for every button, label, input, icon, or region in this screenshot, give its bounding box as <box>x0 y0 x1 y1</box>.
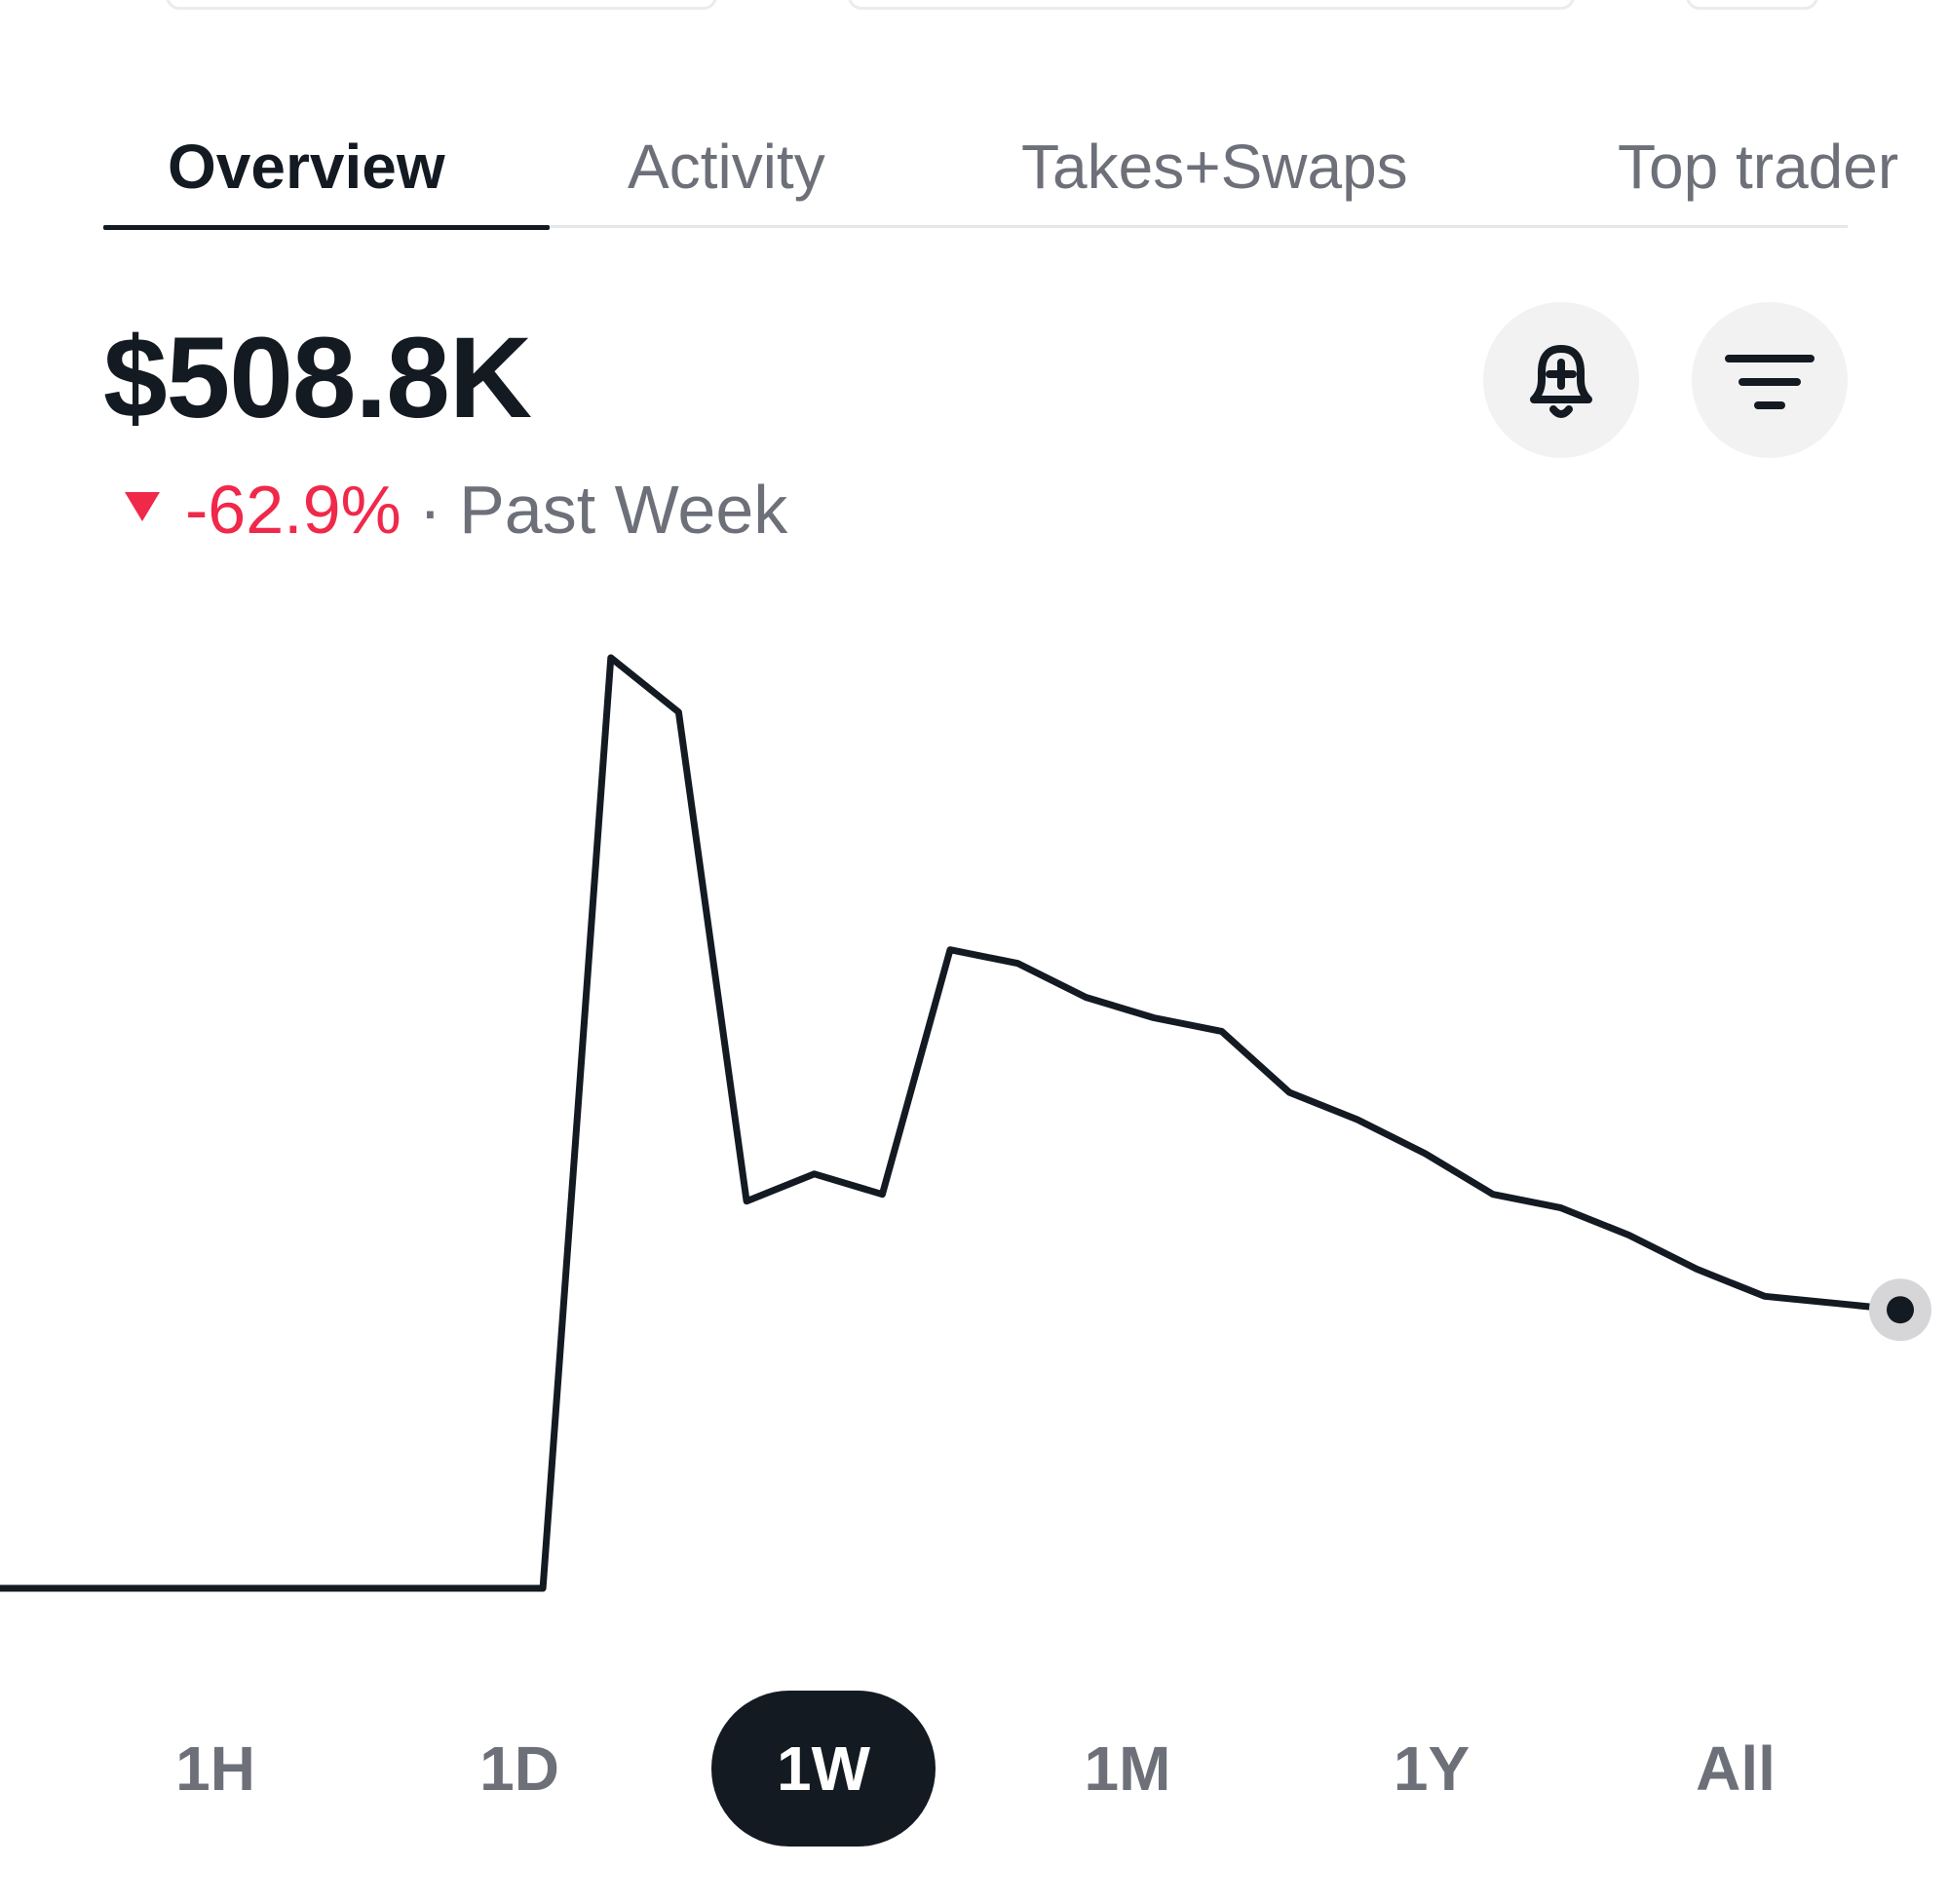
separator-dot: · <box>418 472 442 548</box>
current-point-marker <box>1887 1296 1914 1324</box>
filter-icon <box>1725 355 1815 409</box>
clipped-pill <box>1686 0 1818 10</box>
price-line <box>0 654 1904 1592</box>
range-1h[interactable]: 1H <box>175 1733 255 1804</box>
range-1y[interactable]: 1Y <box>1393 1733 1471 1804</box>
tabs-divider <box>103 225 1848 228</box>
clipped-pill <box>166 0 717 10</box>
tab-top-traders[interactable]: Top trader <box>1618 132 1899 202</box>
add-alert-button[interactable] <box>1483 302 1639 458</box>
range-all[interactable]: All <box>1696 1733 1776 1804</box>
time-range-selector: 1H 1D 1W 1M 1Y All <box>0 1691 1949 1847</box>
change-percent: -62.9% <box>185 472 401 548</box>
change-row: -62.9% · Past Week <box>125 466 787 553</box>
tab-overview[interactable]: Overview <box>168 132 445 202</box>
clipped-pill <box>848 0 1575 10</box>
range-1m[interactable]: 1M <box>1084 1733 1171 1804</box>
change-period: Past Week <box>459 472 788 548</box>
active-tab-indicator <box>103 225 550 230</box>
filter-button[interactable] <box>1692 302 1848 458</box>
bell-plus-icon <box>1530 345 1592 418</box>
range-1d[interactable]: 1D <box>479 1733 559 1804</box>
price-chart <box>0 654 1931 1592</box>
portfolio-value: $508.8K <box>103 314 532 442</box>
tab-takes-swaps[interactable]: Takes+Swaps <box>1021 132 1408 202</box>
down-triangle-icon <box>125 492 160 521</box>
tab-bar: Overview Activity Takes+Swaps Top trader <box>103 105 1949 232</box>
range-1w[interactable]: 1W <box>711 1691 936 1847</box>
tab-activity[interactable]: Activity <box>628 132 825 202</box>
